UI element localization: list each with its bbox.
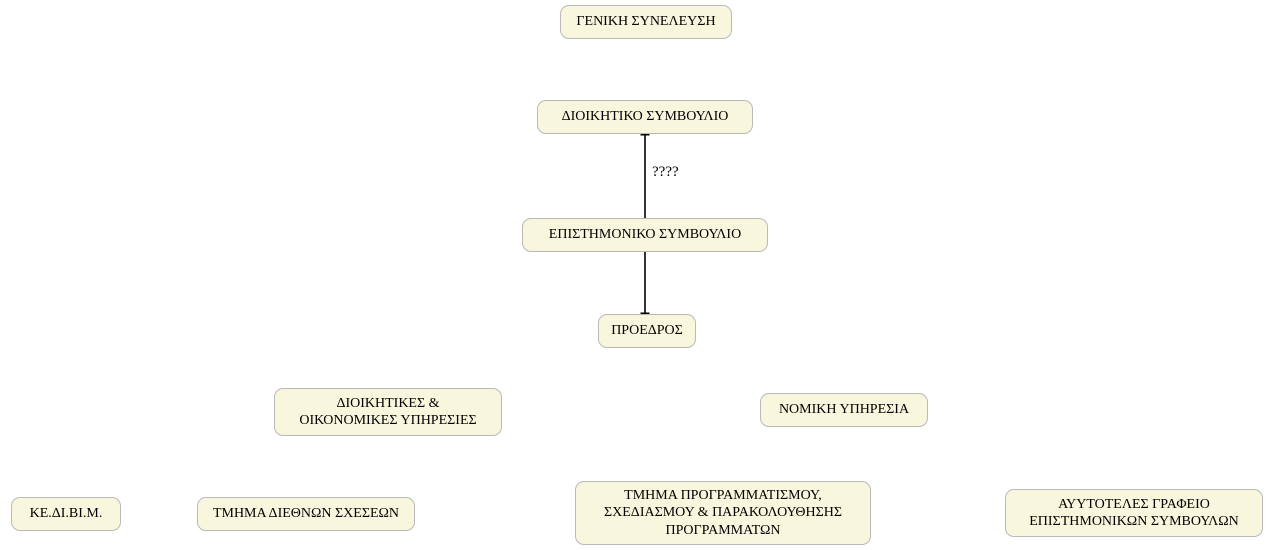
diagram-edges bbox=[0, 0, 1268, 550]
node-general_assembly: ΓΕΝΙΚΗ ΣΥΝΕΛΕΥΣΗ bbox=[560, 5, 732, 39]
node-legal: ΝΟΜΙΚΗ ΥΠΗΡΕΣΙΑ bbox=[760, 393, 928, 427]
node-president: ΠΡΟΕΔΡΟΣ bbox=[598, 314, 696, 348]
edge-label-0: ???? bbox=[652, 164, 679, 181]
node-admin_fin: ΔΙΟΙΚΗΤΙΚΕΣ & ΟΙΚΟΝΟΜΙΚΕΣ ΥΠΗΡΕΣΙΕΣ bbox=[274, 388, 502, 436]
node-board: ΔΙΟΙΚΗΤΙΚΟ ΣΥΜΒΟΥΛΙΟ bbox=[537, 100, 753, 134]
node-autonomous: ΑΥΥΤΟΤΕΛΕΣ ΓΡΑΦΕΙΟ ΕΠΙΣΤΗΜΟΝΙΚΩΝ ΣΥΜΒΟΥΛ… bbox=[1005, 489, 1263, 537]
node-planning: ΤΜΗΜΑ ΠΡΟΓΡΑΜΜΑΤΙΣΜΟΥ, ΣΧΕΔΙΑΣΜΟΥ & ΠΑΡΑ… bbox=[575, 481, 871, 545]
node-kedivim: ΚΕ.ΔΙ.ΒΙ.Μ. bbox=[11, 497, 121, 531]
node-scientific_board: ΕΠΙΣΤΗΜΟΝΙΚΟ ΣΥΜΒΟΥΛΙΟ bbox=[522, 218, 768, 252]
node-intl: ΤΜΗΜΑ ΔΙΕΘΝΩΝ ΣΧΕΣΕΩΝ bbox=[197, 497, 415, 531]
